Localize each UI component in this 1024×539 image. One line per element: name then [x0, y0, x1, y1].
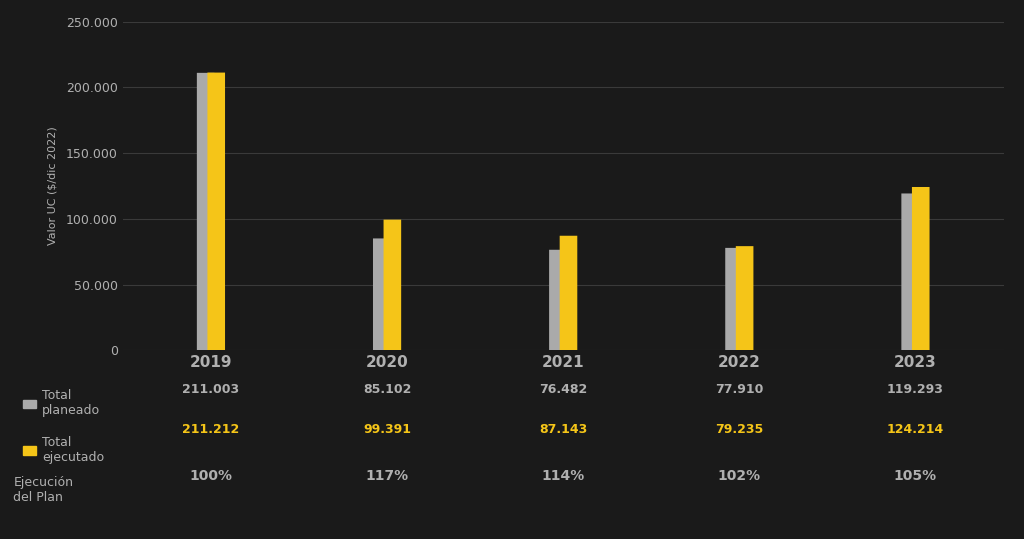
Text: 119.293: 119.293 — [887, 383, 944, 396]
FancyBboxPatch shape — [901, 194, 919, 350]
Text: 100%: 100% — [189, 469, 232, 483]
Text: 117%: 117% — [366, 469, 409, 483]
Text: 79.235: 79.235 — [715, 423, 764, 436]
Text: 85.102: 85.102 — [362, 383, 412, 396]
Text: 105%: 105% — [894, 469, 937, 483]
Text: 102%: 102% — [718, 469, 761, 483]
Text: 124.214: 124.214 — [887, 423, 944, 436]
FancyBboxPatch shape — [384, 219, 401, 350]
FancyBboxPatch shape — [560, 236, 578, 350]
Text: 211.003: 211.003 — [182, 383, 240, 396]
Text: 99.391: 99.391 — [364, 423, 411, 436]
FancyBboxPatch shape — [736, 246, 754, 350]
FancyBboxPatch shape — [725, 248, 742, 350]
FancyBboxPatch shape — [373, 238, 390, 350]
Legend: Total
planeado, Total
ejecutado: Total planeado, Total ejecutado — [24, 390, 104, 464]
Text: 114%: 114% — [542, 469, 585, 483]
FancyBboxPatch shape — [549, 250, 566, 350]
FancyBboxPatch shape — [208, 73, 225, 350]
Text: 87.143: 87.143 — [539, 423, 588, 436]
Text: 77.910: 77.910 — [715, 383, 764, 396]
Text: Ejecución
del Plan: Ejecución del Plan — [13, 476, 74, 505]
Text: 211.212: 211.212 — [182, 423, 240, 436]
Y-axis label: Valor UC ($/dic 2022): Valor UC ($/dic 2022) — [48, 127, 57, 245]
Text: 76.482: 76.482 — [539, 383, 588, 396]
FancyBboxPatch shape — [912, 187, 930, 350]
FancyBboxPatch shape — [197, 73, 214, 350]
